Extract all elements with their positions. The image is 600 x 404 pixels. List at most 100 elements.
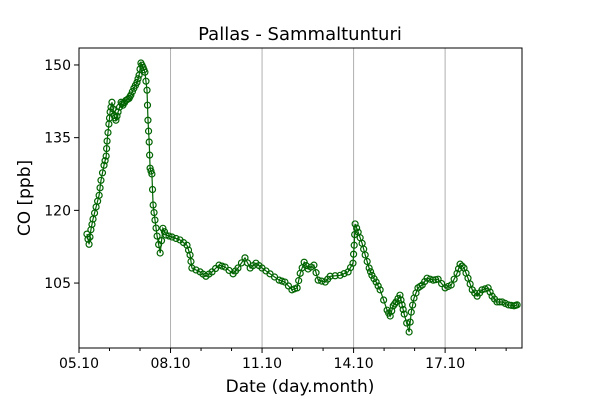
- data-point: [151, 216, 159, 224]
- data-point: [438, 279, 446, 288]
- x-axis: 05.10 08.10 11.10 14.10 17.10: [59, 348, 507, 372]
- data-point: [133, 78, 141, 87]
- data-point: [108, 98, 116, 106]
- data-point: [168, 233, 176, 241]
- x-tick-label: 17.10: [425, 356, 465, 372]
- y-tick-label: 105: [44, 276, 71, 292]
- data-point: [127, 91, 135, 99]
- data-point: [326, 272, 334, 280]
- data-point: [144, 127, 153, 135]
- data-point: [234, 264, 242, 272]
- data-point: [399, 305, 407, 314]
- data-point: [134, 75, 142, 83]
- data-point: [103, 137, 111, 145]
- data-point: [407, 308, 415, 316]
- data-point: [186, 251, 194, 259]
- data-point: [340, 270, 348, 278]
- data-point: [380, 296, 388, 304]
- data-point: [284, 282, 293, 290]
- x-axis-label: Date (day.month): [226, 377, 375, 397]
- data-point: [353, 224, 361, 232]
- data-point: [165, 232, 173, 240]
- data-point: [513, 301, 521, 309]
- data-point: [478, 286, 486, 294]
- data-point: [187, 257, 195, 266]
- data-point: [95, 191, 103, 199]
- data-point: [172, 234, 180, 243]
- data-point: [114, 108, 122, 116]
- data-point: [85, 240, 93, 248]
- data-point: [84, 235, 92, 243]
- data-point: [142, 77, 150, 85]
- data-point: [149, 201, 157, 209]
- x-tick-label: 08.10: [150, 356, 190, 372]
- y-tick-label: 120: [44, 203, 71, 219]
- data-point: [215, 261, 223, 269]
- data-point: [400, 310, 408, 318]
- data-point: [447, 281, 455, 289]
- data-point: [148, 170, 156, 178]
- data-point: [128, 88, 136, 96]
- data-point: [493, 298, 501, 306]
- data-point: [112, 116, 120, 124]
- data-point: [486, 288, 494, 296]
- x-tick-label: 05.10: [59, 356, 99, 372]
- data-point: [96, 184, 104, 192]
- data-point: [102, 152, 110, 160]
- data-point: [453, 269, 461, 277]
- data-point: [160, 228, 169, 236]
- data-point: [188, 264, 196, 272]
- data-point: [363, 257, 371, 266]
- data-point: [397, 296, 405, 304]
- data-point: [104, 128, 112, 137]
- data-point: [350, 241, 358, 249]
- data-point: [113, 112, 121, 120]
- data-point: [366, 268, 375, 276]
- data-point: [372, 278, 380, 286]
- data-point: [101, 157, 109, 165]
- data-point: [365, 264, 373, 272]
- grid: [170, 48, 446, 348]
- data-point: [349, 259, 357, 267]
- data-point: [159, 224, 167, 232]
- data-point: [148, 185, 157, 194]
- data-point: [310, 261, 318, 269]
- data-point: [295, 277, 303, 285]
- data-point: [98, 169, 107, 177]
- data-point: [281, 278, 289, 286]
- data-point: [391, 300, 399, 308]
- data-point: [293, 284, 301, 292]
- series-line: [86, 61, 518, 333]
- data-point: [331, 272, 339, 280]
- y-tick-label: 150: [44, 58, 71, 74]
- data-point: [374, 282, 382, 290]
- data-point: [150, 208, 158, 217]
- y-tick-label: 135: [44, 131, 71, 147]
- data-point: [86, 233, 94, 241]
- data-point: [450, 275, 458, 283]
- data-point: [484, 284, 492, 292]
- data-point: [361, 251, 369, 259]
- data-point: [100, 161, 108, 169]
- data-point: [456, 260, 464, 268]
- x-tick-label: 11.10: [242, 356, 282, 372]
- data-point: [192, 266, 200, 274]
- data-point: [97, 176, 105, 184]
- data-point: [351, 220, 359, 228]
- data-point: [184, 246, 193, 254]
- data-point: [312, 269, 320, 277]
- data-point: [314, 276, 322, 284]
- x-tick-label: 14.10: [334, 356, 374, 372]
- data-point: [406, 318, 414, 326]
- data-point: [398, 301, 406, 309]
- data-point: [107, 103, 115, 111]
- data-point: [156, 249, 164, 257]
- data-point: [349, 250, 358, 258]
- data-point: [144, 116, 152, 124]
- data-point: [152, 224, 160, 232]
- data-point: [109, 105, 117, 113]
- data-point: [218, 262, 226, 270]
- data-point: [336, 271, 344, 279]
- data-point: [146, 151, 154, 159]
